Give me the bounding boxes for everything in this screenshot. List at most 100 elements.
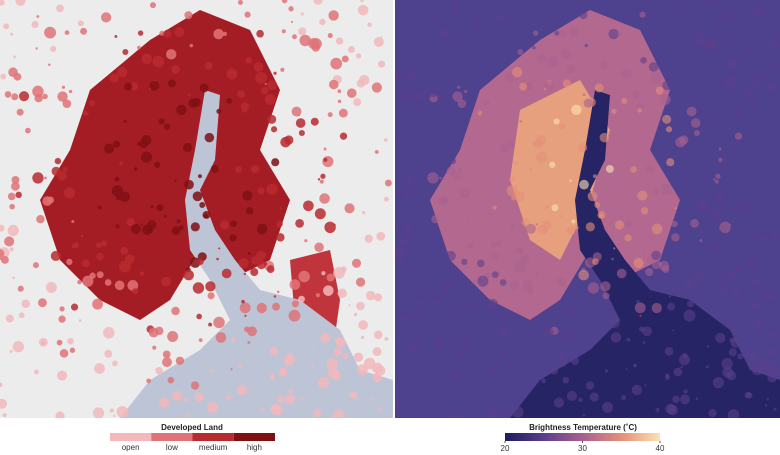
urban-patch [287,352,293,359]
thermal-patch [705,117,714,126]
urban-patch [328,79,339,90]
thermal-patch [463,89,468,94]
thermal-patch [683,6,689,12]
urban-patch [63,187,76,199]
urban-patch [346,88,357,98]
thermal-patch [410,0,421,6]
urban-patch [215,332,227,343]
thermal-patch [757,211,761,215]
thermal-patch [406,181,415,191]
thermal-patch [683,389,688,394]
urban-patch [69,347,76,353]
thermal-patch [752,4,764,16]
thermal-patch [621,97,628,104]
thermal-patch [491,271,499,279]
thermal-patch [570,356,580,365]
thermal-patch [760,290,771,301]
urban-patches [0,0,393,418]
thermal-patches [395,0,780,418]
urban-patch [231,337,236,342]
urban-patch [0,255,9,264]
thermal-patch [635,102,645,111]
urban-patch [5,314,14,323]
thermal-patch [610,332,622,343]
urban-patch [250,267,259,277]
urban-patch [374,150,379,154]
urban-patch [15,0,26,6]
urban-patch [101,12,112,23]
thermal-patch [504,408,509,413]
thermal-patch [726,372,729,376]
urban-patch [0,224,5,232]
urban-patch [256,29,264,38]
urban-patch [299,34,311,47]
urban-patch [50,250,61,261]
urban-patch [64,30,70,36]
urban-patch [163,123,171,130]
thermal-patch [594,202,601,208]
urban-patch [174,179,177,182]
thermal-patch [534,271,540,276]
urban-patch [161,276,171,287]
urban-patch [140,223,143,226]
urban-patch [247,251,251,255]
urban-patch [167,79,176,88]
urban-patch [2,413,7,418]
urban-patch [367,22,372,27]
urban-patch [373,330,383,340]
legend-title: Developed Land [161,423,223,432]
thermal-patch [750,277,761,287]
thermal-patch [498,143,510,154]
thermal-patch [561,49,572,60]
urban-patch [114,280,125,291]
urban-patch [351,392,358,399]
urban-patch [208,322,213,327]
thermal-patch [446,166,456,176]
urban-patch [92,298,103,310]
thermal-patch [395,224,400,232]
urban-patch [290,20,294,24]
urban-patch [45,282,57,293]
thermal-patch [746,392,753,399]
urban-patch [82,275,94,287]
thermal-patch [437,93,443,100]
urban-patch [139,139,148,149]
thermal-patch [510,224,515,229]
thermal-patch [451,4,459,13]
urban-patch [196,313,202,320]
thermal-patch [733,337,738,343]
thermal-patch [603,322,608,327]
thermal-patch [693,295,700,303]
urban-patch [152,55,165,68]
urban-patch [80,234,84,238]
thermal-patch [640,206,649,215]
thermal-patch [748,98,757,107]
thermal-patch [638,272,641,276]
urban-patch [303,200,314,212]
thermal-patch [466,303,474,311]
thermal-patch [404,247,409,252]
thermal-patch [573,225,579,231]
thermal-patch [611,108,617,114]
urban-patch [112,140,121,148]
urban-patch [126,218,135,227]
thermal-patch [449,157,457,165]
urban-patch [149,2,156,9]
thermal-patch [706,345,709,348]
thermal-patch [527,288,534,295]
urban-patch [351,258,362,268]
thermal-patch [645,267,654,277]
thermal-patch [672,395,680,403]
thermal-patch [522,280,534,291]
urban-patch [187,93,191,97]
thermal-patch [695,12,699,16]
thermal-patch [736,55,744,63]
thermal-patch [693,27,702,36]
thermal-patch [766,397,770,401]
urban-patch [285,365,288,369]
thermal-patch [408,72,417,81]
thermal-patch [714,18,721,26]
thermal-patch [579,179,589,190]
urban-patch [237,90,245,98]
urban-patch [323,147,327,151]
